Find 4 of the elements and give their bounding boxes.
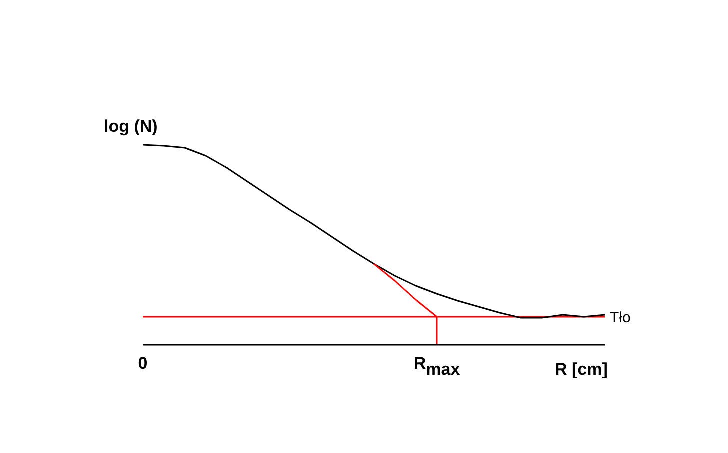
- y-axis-title: log (N): [104, 117, 158, 137]
- x-tick-label: 0: [138, 354, 148, 373]
- x-axis-title: R [cm]: [555, 360, 608, 380]
- ref-line-label: Tło: [610, 309, 631, 326]
